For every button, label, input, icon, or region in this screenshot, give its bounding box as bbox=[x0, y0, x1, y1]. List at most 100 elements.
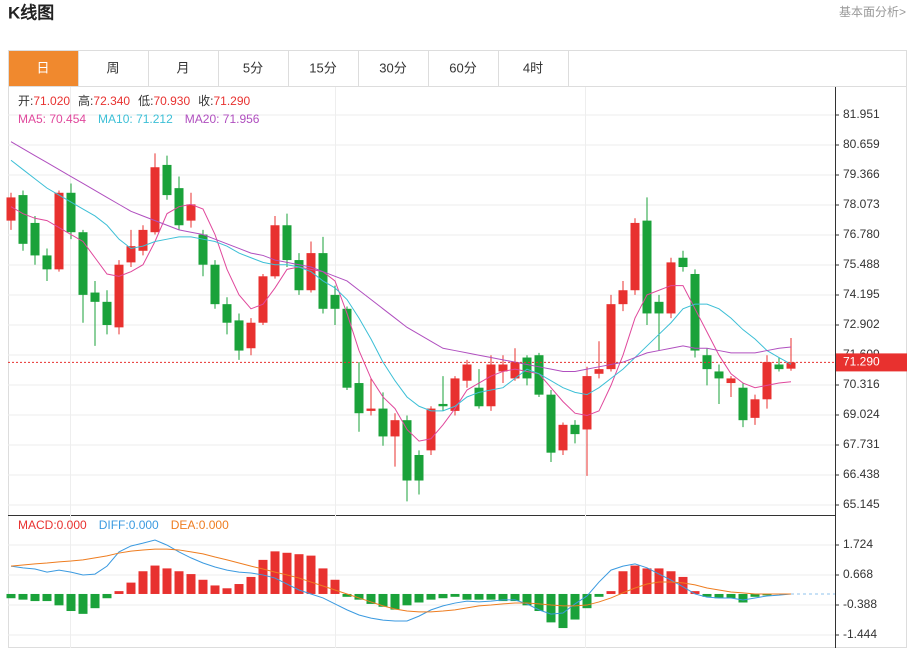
info-label: 低: bbox=[138, 94, 153, 108]
candle-body bbox=[426, 408, 436, 451]
candle-body bbox=[366, 408, 376, 411]
tab-bg[interactable] bbox=[498, 50, 569, 87]
tab-bg[interactable] bbox=[148, 50, 219, 87]
y-tick-label: 80.659 bbox=[843, 137, 880, 151]
candle-body bbox=[42, 255, 52, 270]
candle-body bbox=[294, 260, 304, 291]
y-tick-label: -1.444 bbox=[843, 627, 877, 641]
tab[interactable]: 30分 bbox=[358, 50, 429, 87]
candle-body bbox=[462, 364, 472, 381]
macd-bar bbox=[150, 565, 160, 594]
tab[interactable]: 周 bbox=[78, 50, 149, 87]
candle-body bbox=[114, 264, 124, 328]
tab-bg[interactable] bbox=[358, 50, 429, 87]
candle-body bbox=[546, 394, 556, 453]
tab[interactable]: 60分 bbox=[428, 50, 499, 87]
info-value: 72.340 bbox=[93, 94, 130, 108]
tab-label[interactable]: 4时 bbox=[523, 60, 543, 75]
tab[interactable]: 日 bbox=[8, 50, 79, 87]
candle-body bbox=[30, 222, 40, 256]
macd-bar bbox=[258, 559, 268, 594]
candle-body bbox=[270, 225, 280, 277]
candle-body bbox=[354, 383, 364, 414]
tab-label[interactable]: 30分 bbox=[379, 60, 406, 75]
tab-label[interactable]: 60分 bbox=[449, 60, 476, 75]
info-value: 70.930 bbox=[153, 94, 190, 108]
candle-body bbox=[222, 304, 232, 323]
macd-bar bbox=[330, 579, 340, 594]
candle-body bbox=[510, 362, 520, 379]
y-tick-label: 76.780 bbox=[843, 227, 880, 241]
macd-bar bbox=[426, 593, 436, 600]
candle-body bbox=[474, 387, 484, 407]
tab-label[interactable]: 月 bbox=[176, 60, 189, 75]
candle-body bbox=[678, 257, 688, 268]
macd-bar bbox=[210, 585, 220, 594]
candle-body bbox=[606, 304, 616, 370]
tab[interactable]: 5分 bbox=[218, 50, 289, 87]
macd-bar bbox=[558, 593, 568, 629]
y-tick-label: 66.438 bbox=[843, 467, 880, 481]
candle-body bbox=[714, 371, 724, 379]
macd-bar bbox=[486, 593, 496, 600]
candle-body bbox=[6, 197, 16, 221]
tab-bg[interactable] bbox=[78, 50, 149, 87]
macd-bar bbox=[582, 593, 592, 609]
macd-bar bbox=[738, 593, 748, 603]
candle-body bbox=[138, 229, 148, 251]
candle-body bbox=[750, 399, 760, 418]
y-tick-label: 72.902 bbox=[843, 317, 880, 331]
candle-body bbox=[198, 234, 208, 265]
candle-body bbox=[126, 246, 136, 263]
tab-label[interactable]: 周 bbox=[106, 60, 119, 75]
tab[interactable]: 15分 bbox=[288, 50, 359, 87]
fundamental-link[interactable]: 基本面分析> bbox=[839, 5, 906, 19]
macd-bar bbox=[618, 571, 628, 594]
macd-bar bbox=[174, 571, 184, 594]
candle-body bbox=[342, 308, 352, 388]
y-tick-label: 74.195 bbox=[843, 287, 880, 301]
candle-body bbox=[162, 164, 172, 196]
page-title: K线图 bbox=[8, 2, 54, 22]
y-tick-label: 1.724 bbox=[843, 537, 873, 551]
candle-body bbox=[414, 454, 424, 481]
candle-body bbox=[642, 220, 652, 314]
macd-bar bbox=[546, 593, 556, 623]
macd-bar bbox=[402, 593, 412, 606]
macd-bar bbox=[642, 568, 652, 594]
candle-body bbox=[786, 362, 796, 369]
y-tick-label: 69.024 bbox=[843, 407, 880, 421]
tab[interactable]: 月 bbox=[148, 50, 219, 87]
macd-bar bbox=[54, 593, 64, 606]
macd-bar bbox=[318, 568, 328, 594]
candle-body bbox=[630, 222, 640, 291]
macd-bar bbox=[66, 593, 76, 612]
macd-line bbox=[10, 548, 791, 613]
macd-bar bbox=[462, 593, 472, 600]
macd-bar bbox=[450, 593, 460, 597]
tab-label[interactable]: 5分 bbox=[243, 60, 263, 75]
macd-bar bbox=[222, 588, 232, 594]
candle-body bbox=[534, 355, 544, 395]
tab-label[interactable]: 15分 bbox=[309, 60, 336, 75]
macd-bar bbox=[606, 591, 616, 594]
candle-body bbox=[738, 387, 748, 421]
macd-bar bbox=[198, 579, 208, 594]
candle-body bbox=[282, 225, 292, 261]
candle-body bbox=[90, 292, 100, 302]
candle-body bbox=[78, 232, 88, 295]
last-price-label: 71.290 bbox=[843, 355, 880, 369]
candle-body bbox=[762, 362, 772, 400]
tab[interactable]: 4时 bbox=[498, 50, 569, 87]
macd-bar bbox=[534, 593, 544, 612]
tab-label[interactable]: 日 bbox=[36, 60, 49, 75]
macd-line bbox=[10, 539, 792, 622]
info-value: 71.290 bbox=[213, 94, 250, 108]
candle-body bbox=[390, 420, 400, 437]
macd-bar bbox=[390, 593, 400, 610]
candle-body bbox=[666, 262, 676, 314]
macd-bar bbox=[306, 555, 316, 594]
y-tick-label: 78.073 bbox=[843, 197, 880, 211]
candle-body bbox=[378, 408, 388, 437]
